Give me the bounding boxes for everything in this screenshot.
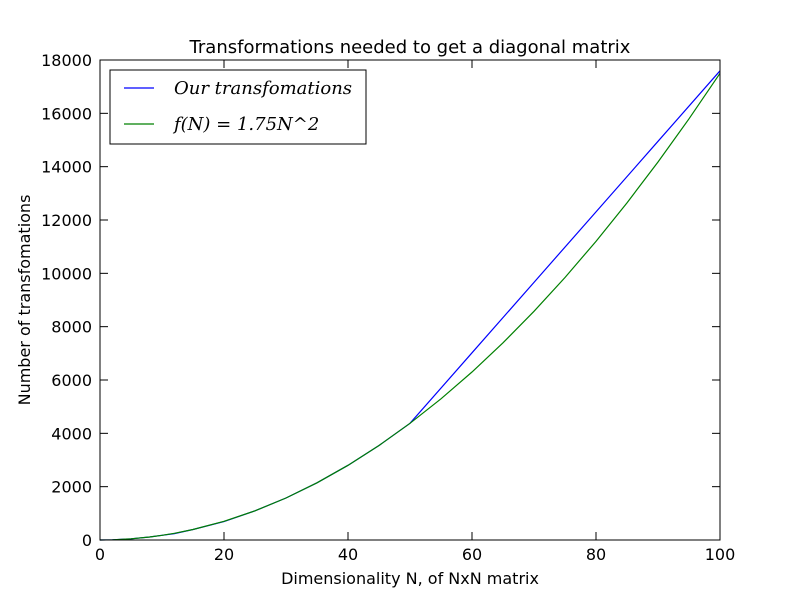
x-tick-label: 80	[586, 545, 606, 564]
x-tick-label: 60	[462, 545, 482, 564]
x-tick-label: 100	[705, 545, 736, 564]
chart-title: Transformations needed to get a diagonal…	[189, 37, 631, 58]
y-tick-label: 18000	[41, 51, 92, 70]
x-tick-label: 0	[95, 545, 105, 564]
y-axis-label: Number of transfomations	[15, 195, 34, 406]
series-line-1	[99, 72, 721, 541]
y-tick-label: 16000	[41, 104, 92, 123]
y-tick-label: 10000	[41, 264, 92, 283]
y-axis: 0 2000 4000 6000 8000 10000 12000 14000 16000 180…	[41, 51, 720, 550]
plot-area	[99, 70, 721, 541]
y-tick-label: 12000	[41, 211, 92, 230]
y-tick-label: 4000	[51, 424, 92, 443]
plot-frame	[99, 59, 721, 541]
y-tick-label: 0	[82, 531, 92, 550]
legend-label-fn: f(N) = 1.75N^2	[172, 114, 319, 135]
y-tick-label: 2000	[51, 478, 92, 497]
x-tick-label: 20	[214, 545, 234, 564]
y-tick-label: 14000	[41, 158, 92, 177]
x-axis-label: Dimensionality N, of NxN matrix	[281, 569, 539, 588]
legend-box	[109, 69, 367, 145]
x-tick-label: 40	[338, 545, 358, 564]
legend: Our transfomations f(N) = 1.75N^2	[109, 69, 367, 145]
legend-label-our: Our transfomations	[174, 78, 352, 99]
y-tick-label: 8000	[51, 318, 92, 337]
x-axis: 0 20 40 60 80 100	[95, 60, 735, 564]
y-tick-label: 6000	[51, 371, 92, 390]
